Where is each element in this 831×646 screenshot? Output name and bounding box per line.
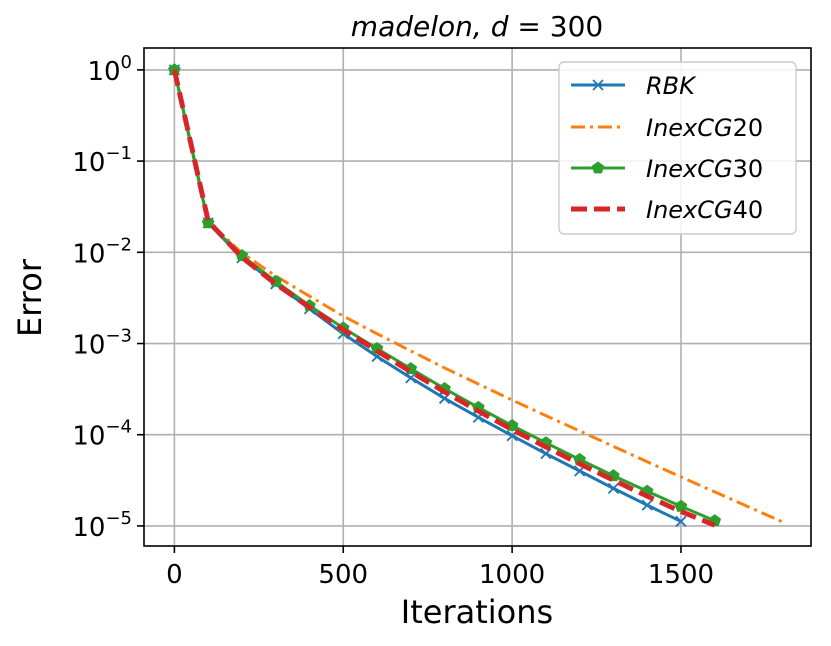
data-point	[674, 499, 688, 512]
x-axis-ticks: 0 500 1000 1500	[166, 546, 714, 590]
legend-entry-rbk: RBK	[571, 72, 697, 100]
x-tick-label: 1500	[648, 560, 714, 590]
series-inexcg40	[171, 69, 716, 528]
legend-marker	[592, 79, 604, 91]
chart-title: madelon, d = 300	[351, 10, 603, 43]
series-line	[172, 69, 783, 524]
legend-entry-inexcg20: InexCG20	[571, 114, 763, 142]
legend-marker	[591, 161, 605, 174]
data-point	[607, 482, 620, 495]
legend-box	[558, 61, 797, 235]
series-inexcg20	[172, 69, 783, 524]
legend-entry-inexcg30: InexCG30	[571, 155, 763, 183]
legend-label: InexCG20	[646, 114, 763, 142]
legend-entries: RBK InexCG20 InexCG30 InexCG40	[571, 72, 763, 224]
x-tick-label: 0	[166, 560, 183, 590]
y-tick-label: 10−2	[72, 234, 132, 269]
plot-frame	[143, 47, 812, 547]
data-point	[675, 515, 687, 528]
legend-label: RBK	[646, 72, 697, 100]
series-line	[171, 69, 716, 528]
y-axis-ticks: 100 10−1 10−2 10−3 10−4 10−5	[72, 52, 144, 543]
x-tick-label: 1000	[479, 560, 545, 590]
series-line	[172, 69, 682, 523]
grid	[144, 48, 811, 546]
x-axis-label: Iterations	[401, 593, 553, 631]
legend: RBK InexCG20 InexCG30 InexCG40	[558, 61, 797, 235]
data-point	[405, 372, 417, 384]
data-point	[641, 499, 653, 511]
y-tick-label: 10−1	[72, 143, 132, 178]
x-tick-label: 500	[318, 560, 368, 590]
y-tick-label: 10−5	[72, 508, 132, 543]
y-tick-label: 10−3	[72, 326, 132, 361]
legend-entry-inexcg40: InexCG40	[571, 196, 763, 224]
y-tick-label: 100	[87, 52, 132, 87]
y-tick-label: 10−4	[72, 417, 132, 452]
y-axis-label: Error	[11, 258, 49, 337]
series-layer	[168, 63, 783, 528]
legend-label: InexCG40	[646, 196, 763, 224]
legend-label: InexCG30	[646, 155, 763, 183]
